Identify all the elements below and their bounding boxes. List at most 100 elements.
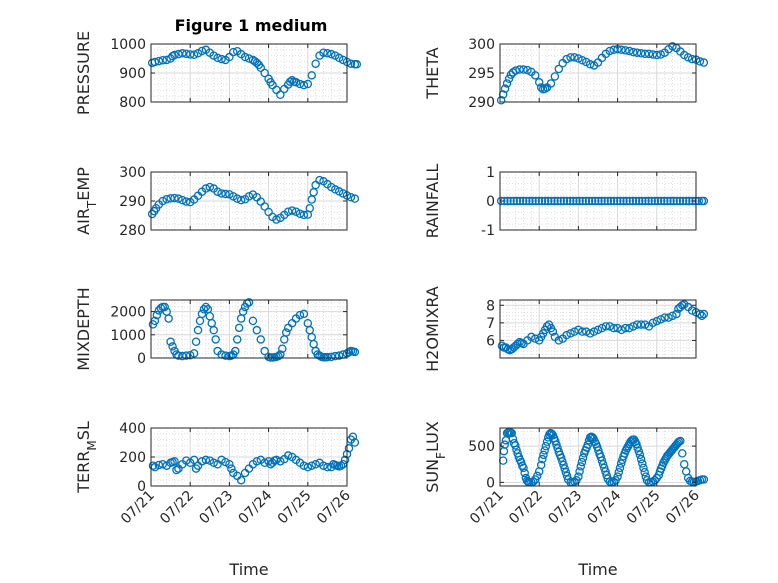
data-point xyxy=(617,45,626,55)
data-point xyxy=(560,464,569,473)
data-point xyxy=(577,457,587,467)
ytick-label: 6 xyxy=(486,333,495,349)
ytick-label: 200 xyxy=(119,450,146,466)
data-point xyxy=(699,309,709,319)
axes-panel-5: 0 1000 2000 MIXDEPTH xyxy=(74,287,360,371)
ytick-label: 500 xyxy=(468,439,495,455)
data-point xyxy=(531,71,540,80)
data-point xyxy=(285,77,295,86)
data-point xyxy=(164,314,173,323)
data-point xyxy=(234,323,244,333)
data-series xyxy=(147,45,362,100)
data-point xyxy=(213,53,222,63)
y-axis-label: THETA xyxy=(423,47,442,99)
data-point xyxy=(507,428,517,438)
data-point xyxy=(616,459,626,468)
data-point xyxy=(244,298,254,307)
data-point xyxy=(278,344,287,353)
data-point xyxy=(636,454,646,464)
data-point xyxy=(629,47,638,57)
data-point xyxy=(283,451,293,460)
ytick-label: 900 xyxy=(119,66,146,82)
ytick-label: 290 xyxy=(119,194,146,210)
data-point xyxy=(581,196,591,206)
data-series xyxy=(498,427,709,487)
y-axis-label: SUNFLUX xyxy=(423,421,448,493)
data-point xyxy=(566,53,575,62)
data-point xyxy=(660,196,669,206)
y-axis-label: MIXDEPTH xyxy=(74,287,93,370)
data-point xyxy=(197,309,207,319)
data-point xyxy=(496,96,506,105)
ytick-label: 2000 xyxy=(110,305,146,321)
data-point xyxy=(500,84,510,93)
data-point xyxy=(536,460,546,470)
data-point xyxy=(509,196,518,206)
data-point xyxy=(160,302,169,312)
data-point xyxy=(209,458,218,468)
x-axis-label: Time xyxy=(228,560,268,579)
data-point xyxy=(597,196,606,206)
data-point xyxy=(640,49,650,59)
data-point xyxy=(578,327,587,336)
data-point xyxy=(295,310,305,320)
data-point xyxy=(166,337,175,347)
data-point xyxy=(570,53,579,62)
data-point xyxy=(558,457,567,466)
data-point xyxy=(299,80,309,90)
data-point xyxy=(592,442,602,452)
data-point xyxy=(540,196,550,206)
data-point xyxy=(625,196,635,206)
data-point xyxy=(547,196,556,206)
y-axis-label-subscript: F xyxy=(434,452,448,459)
data-point xyxy=(574,325,583,335)
data-point xyxy=(578,55,587,65)
data-point xyxy=(291,78,301,87)
data-point xyxy=(644,196,653,206)
data-point xyxy=(511,441,520,450)
data-point xyxy=(569,196,578,206)
data-point xyxy=(162,55,171,65)
data-point xyxy=(650,196,660,206)
data-point xyxy=(600,463,609,473)
data-point xyxy=(664,313,673,322)
data-point xyxy=(158,459,168,469)
data-point xyxy=(699,475,709,484)
data-point xyxy=(348,432,358,441)
data-point xyxy=(575,467,584,476)
data-point xyxy=(605,46,615,56)
plot-area xyxy=(151,300,347,358)
data-point xyxy=(327,49,336,59)
axes-panel-4: -1 0 1 RAINFALL xyxy=(423,164,709,239)
axes-panel-1: 800 900 1000 PRESSURE xyxy=(74,31,362,115)
y-axis-label: H2OMIXRA xyxy=(423,286,442,372)
data-point xyxy=(598,459,608,469)
data-point xyxy=(170,50,179,60)
data-point xyxy=(656,196,666,206)
data-point xyxy=(319,461,328,470)
data-point xyxy=(500,440,509,449)
data-point xyxy=(675,196,685,206)
data-point xyxy=(601,322,611,331)
ytick-label: 400 xyxy=(119,421,146,437)
data-point xyxy=(648,318,658,328)
data-point xyxy=(566,329,575,338)
data-point xyxy=(634,446,644,456)
data-point xyxy=(553,196,562,206)
data-point xyxy=(660,313,669,322)
data-point xyxy=(562,196,572,206)
data-point xyxy=(621,46,630,55)
data-point xyxy=(554,336,564,345)
data-point xyxy=(178,49,187,58)
y-axis-label-subscript: M xyxy=(85,440,99,450)
data-point xyxy=(638,196,647,206)
y-axis-label-part: SL xyxy=(74,421,93,440)
data-point xyxy=(529,477,538,486)
data-point xyxy=(252,325,262,335)
ytick-label: 0 xyxy=(486,194,495,210)
data-point xyxy=(350,438,360,447)
data-point xyxy=(209,325,218,335)
data-point xyxy=(550,196,559,206)
data-point xyxy=(185,50,195,59)
